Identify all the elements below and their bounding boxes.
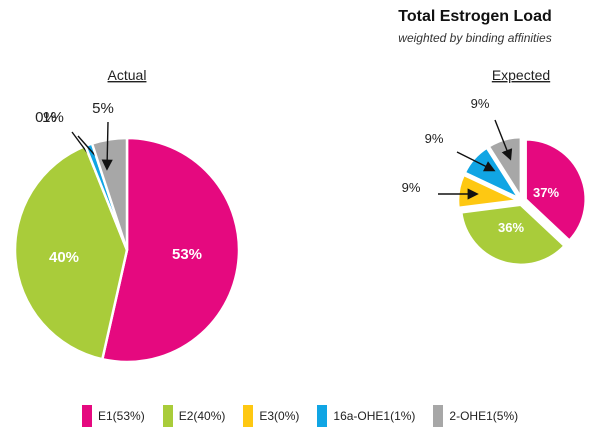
pie-slice-expected-16a-ohe1 [463, 145, 523, 202]
pie-charts: Actual 53% 40% 0%1% 5% Expected 37% 36% 9% 9% 9% [13, 67, 587, 364]
legend-swatch-e2 [162, 405, 173, 427]
legend-label-e1: E1(53%) [98, 409, 145, 423]
pie-leader-expected-2-ohe1 [494, 119, 513, 161]
legend-swatch-e1 [82, 405, 92, 427]
pie-leader-actual-2-ohe1 [101, 121, 113, 171]
legend-item-e1: E1(53%) [82, 405, 145, 427]
legend-item-2-ohe1: 2-OHE1(5%) [433, 405, 518, 427]
legend-item-e2: E2(40%) [162, 405, 226, 427]
legend-item-16a-ohe1: 16a-OHE1(1%) [317, 405, 415, 427]
pie-slice-expected-e2 [459, 203, 567, 267]
legend-label-16a-ohe1: 16a-OHE1(1%) [333, 409, 416, 423]
legend-swatch-e3 [243, 405, 254, 427]
pie-slice-expected-e3 [456, 173, 523, 210]
legend: E1(53%) E2(40%) E3(0%) 16a-OHE1(1%) 2-OH… [82, 405, 536, 427]
pie-label-expected-e3: 9% [402, 180, 421, 195]
legend-label-2-ohe1: 2-OHE1(5%) [449, 409, 519, 423]
pie-label-actual-e1: 53% [172, 246, 202, 263]
chart-main-title: Total Estrogen Load [398, 8, 552, 25]
pie-label-expected-16a-ohe1: 9% [425, 131, 444, 146]
pie-label-actual-16a-ohe1: 1% [42, 109, 64, 126]
pie-slice-actual-e1 [100, 136, 241, 364]
legend-item-e3: E3(0%) [243, 405, 299, 427]
pie-label-actual-2-ohe1: 5% [92, 100, 114, 117]
legend-label-e2: E2(40%) [178, 409, 226, 423]
pie-slice-expected-e1 [524, 138, 587, 243]
pie-label-actual-e2: 40% [49, 249, 79, 266]
pie-slice-actual-2-ohe1 [90, 136, 129, 251]
pie-label-expected-2-ohe1: 9% [471, 96, 490, 111]
legend-swatch-16a-ohe1 [317, 405, 328, 427]
pie-leader-expected-16a-ohe1 [456, 151, 496, 172]
pie-label-actual-e3: 0% [35, 109, 57, 126]
chart-subtitle: weighted by binding affinities [398, 31, 552, 45]
pie-title-expected: Expected [492, 67, 550, 83]
pie-slice-expected-2-ohe1 [487, 135, 523, 202]
pie-label-expected-e1: 37% [533, 185, 559, 200]
pie-title-actual: Actual [108, 67, 147, 83]
legend-swatch-2-ohe1 [433, 405, 444, 427]
pie-slice-actual-e2 [13, 144, 129, 361]
pie-expected: Expected 37% 36% 9% 9% 9% [402, 67, 587, 267]
pie-label-expected-e2: 36% [498, 220, 524, 235]
pie-actual: Actual 53% 40% 0%1% 5% [13, 67, 241, 364]
legend-label-e3: E3(0%) [259, 409, 300, 423]
